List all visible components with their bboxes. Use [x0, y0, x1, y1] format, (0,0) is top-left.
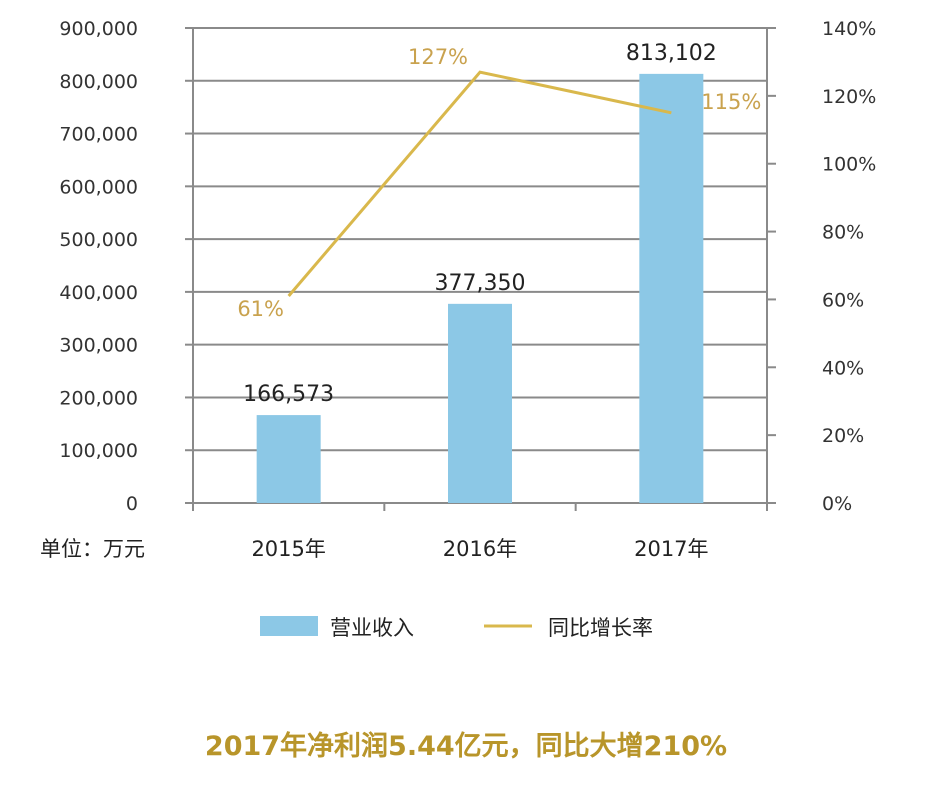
legend-line-label: 同比增长率	[548, 616, 653, 640]
right-tick-label: 20%	[822, 425, 864, 447]
growth-value-label: 115%	[701, 90, 761, 114]
left-tick-label: 0	[126, 493, 138, 515]
legend: 营业收入 同比增长率	[260, 616, 653, 640]
unit-label: 单位：万元	[40, 537, 145, 561]
left-tick-label: 400,000	[59, 282, 138, 304]
bar-2017年	[639, 73, 704, 504]
left-tick-label: 100,000	[59, 440, 138, 462]
left-tick-label: 300,000	[59, 335, 138, 357]
right-tick-label: 0%	[822, 493, 852, 515]
left-tick-label: 500,000	[59, 229, 138, 251]
right-tick-label: 100%	[822, 154, 876, 176]
bar-value-label: 377,350	[435, 271, 526, 296]
growth-value-label: 61%	[237, 297, 284, 321]
category-label: 2015年	[251, 537, 325, 561]
bar-2016年	[448, 303, 512, 503]
right-tick-label: 40%	[822, 357, 864, 379]
category-label: 2016年	[443, 537, 517, 561]
bar-value-label: 166,573	[243, 382, 334, 407]
bar-2015年	[256, 415, 321, 503]
left-tick-label: 200,000	[59, 387, 138, 409]
growth-line-path	[287, 70, 672, 298]
right-tick-label: 60%	[822, 289, 864, 311]
axes	[185, 27, 776, 511]
growth-line	[287, 70, 672, 298]
bar-value-label: 813,102	[626, 41, 717, 66]
growth-value-label: 127%	[408, 45, 468, 69]
labels: 0 100,000 200,000 300,000 400,000 500,000 600,…	[59, 18, 876, 561]
right-tick-label: 120%	[822, 86, 876, 108]
bars	[256, 73, 704, 504]
left-tick-label: 800,000	[59, 71, 138, 93]
right-tick-label: 140%	[822, 18, 876, 40]
legend-bar-label: 营业收入	[330, 616, 414, 640]
left-tick-label: 900,000	[59, 18, 138, 40]
footnote: 2017年净利润5.44亿元，同比大增210%	[205, 730, 727, 762]
left-tick-label: 700,000	[59, 124, 138, 146]
category-label: 2017年	[634, 537, 708, 561]
legend-bar-swatch	[260, 616, 318, 636]
right-tick-label: 80%	[822, 222, 864, 244]
left-tick-label: 600,000	[59, 176, 138, 198]
